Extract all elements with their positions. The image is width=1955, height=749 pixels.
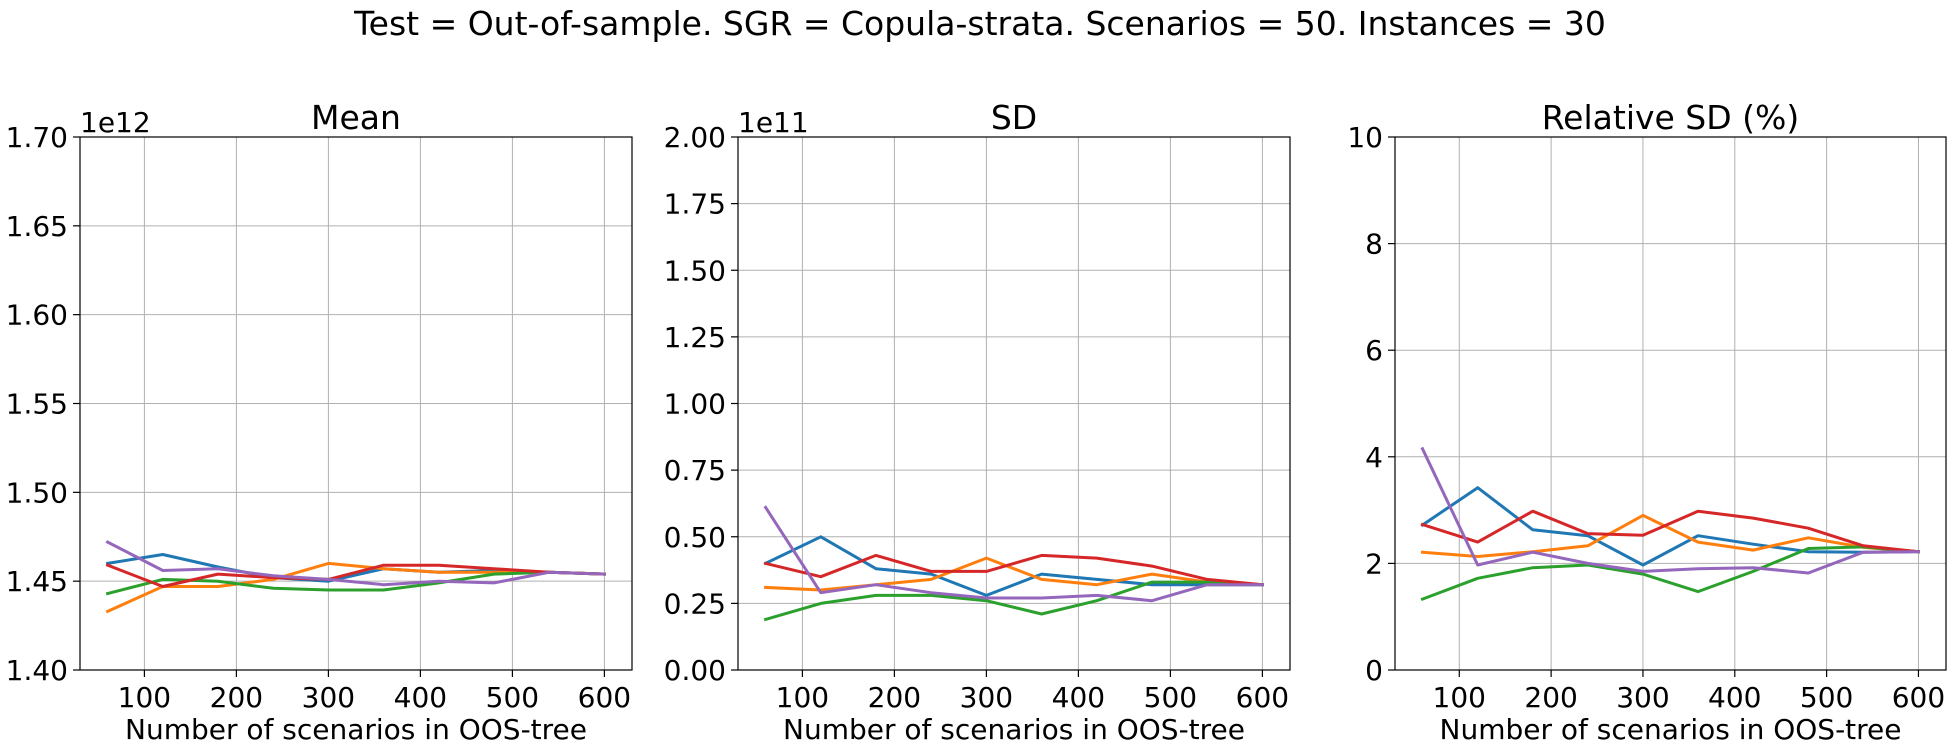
series-line-2: [1420, 545, 1921, 602]
y-tick-label: 1.55: [6, 388, 68, 421]
y-tick-label: 4: [1365, 441, 1383, 474]
x-tick-label: 500: [486, 681, 539, 714]
y-tick-label: 8: [1365, 228, 1383, 261]
subplot-title: SD: [991, 98, 1037, 137]
x-tick-label: 100: [1433, 681, 1486, 714]
y-tick-label: 0.75: [664, 454, 726, 487]
subplot-0: 100 200 300 400 500 600 1.40 1.45 1.50 1.55 1.60 1.…: [6, 98, 633, 746]
series-line-3: [763, 553, 1265, 587]
series-line-4: [105, 540, 606, 587]
x-tick-label: 200: [210, 681, 263, 714]
x-tick-label: 600: [1236, 681, 1289, 714]
subplot-2: 100 200 300 400 500 600 0 2 4 6 8 10 Relative SD (%)…: [1347, 98, 1947, 746]
series-line-3: [105, 563, 606, 588]
y-tick-label: 1.75: [664, 188, 726, 221]
y-tick-label: 0.00: [664, 654, 726, 687]
figure-suptitle: Test = Out-of-sample. SGR = Copula-strat…: [353, 4, 1606, 43]
y-tick-label: 0: [1365, 654, 1383, 687]
axis-offset-text: 1e11: [738, 106, 809, 139]
y-tick-label: 1.40: [6, 654, 68, 687]
y-tick-label: 1.70: [6, 121, 68, 154]
y-tick-label: 1.60: [6, 299, 68, 332]
y-tick-label: 1.50: [664, 254, 726, 287]
subplot-panels: 100 200 300 400 500 6001.401.451.501.551.601.…: [6, 98, 1947, 746]
series-line-3: [1420, 509, 1921, 554]
subplot-title: Relative SD (%): [1542, 98, 1800, 137]
x-tick-label: 400: [1052, 681, 1105, 714]
x-tick-label: 100: [776, 681, 829, 714]
x-axis-label: Number of scenarios in OOS-tree: [783, 713, 1245, 746]
y-tick-label: 1.45: [6, 565, 68, 598]
x-tick-label: 400: [394, 681, 447, 714]
y-tick-label: 10: [1347, 121, 1383, 154]
x-tick-label: 600: [1892, 681, 1945, 714]
series-line-4: [1420, 446, 1920, 575]
x-tick-label: 500: [1800, 681, 1853, 714]
y-tick-label: 0.50: [664, 521, 726, 554]
y-tick-label: 1.00: [664, 388, 726, 421]
x-tick-label: 600: [578, 681, 631, 714]
y-tick-label: 2.00: [664, 121, 726, 154]
axes-frame: [79, 136, 633, 671]
y-tick-label: 1.50: [6, 476, 68, 509]
x-tick-label: 100: [118, 681, 171, 714]
series-line-0: [1420, 486, 1920, 567]
series-line-1: [1420, 513, 1921, 558]
subplot-1: 100 200 300 400 500 600 0.00 0.25 0.50 0.75 1.00 1.…: [664, 98, 1291, 746]
x-tick-label: 300: [302, 681, 355, 714]
series-line-4: [763, 505, 1264, 603]
x-tick-label: 300: [1616, 681, 1669, 714]
x-tick-label: 200: [1524, 681, 1577, 714]
x-tick-label: 200: [868, 681, 921, 714]
x-tick-label: 400: [1708, 681, 1761, 714]
subplot-title: Mean: [311, 98, 401, 137]
series-line-0: [763, 535, 1264, 597]
y-tick-label: 1.25: [664, 321, 726, 354]
series-line-2: [763, 580, 1264, 622]
y-tick-label: 1.65: [6, 210, 68, 243]
axes-frame: [737, 136, 1291, 671]
x-tick-label: 500: [1144, 681, 1197, 714]
x-axis-label: Number of scenarios in OOS-tree: [125, 713, 587, 746]
y-tick-label: 2: [1365, 547, 1383, 580]
axes-frame: [1394, 136, 1947, 671]
x-tick-label: 300: [960, 681, 1013, 714]
y-tick-label: 6: [1365, 334, 1383, 367]
axis-offset-text: 1e12: [80, 106, 151, 139]
y-tick-label: 0.25: [664, 587, 726, 620]
x-axis-label: Number of scenarios in OOS-tree: [1440, 713, 1902, 746]
